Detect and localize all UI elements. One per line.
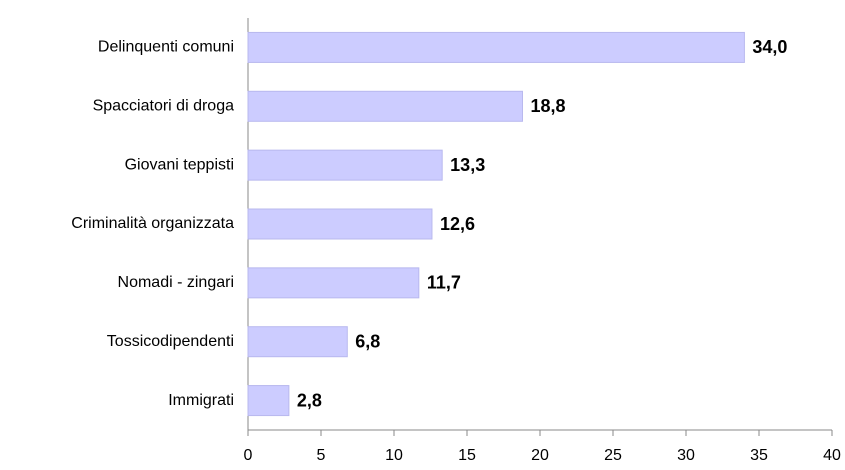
bar	[247, 267, 420, 299]
bar	[247, 385, 290, 417]
y-tick-label: Criminalità organizzata	[71, 215, 234, 232]
x-tick-label: 15	[458, 447, 476, 464]
x-tick-label: 30	[677, 447, 695, 464]
value-label: 6,8	[355, 331, 380, 351]
value-label: 13,3	[450, 155, 485, 175]
value-label: 18,8	[530, 96, 565, 116]
x-tick-label: 35	[750, 447, 768, 464]
x-tick-label: 0	[244, 447, 253, 464]
y-tick-label: Immigrati	[168, 392, 234, 409]
x-tick-label: 10	[385, 447, 403, 464]
value-label: 11,7	[427, 273, 461, 293]
bar	[247, 149, 443, 181]
y-tick-label: Nomadi - zingari	[118, 274, 234, 291]
y-tick-label: Delinquenti comuni	[98, 39, 234, 56]
y-tick-label: Tossicodipendenti	[107, 333, 234, 350]
bar	[247, 208, 433, 240]
x-tick-label: 40	[823, 447, 841, 464]
x-tick-label: 25	[604, 447, 622, 464]
x-tick-label: 20	[531, 447, 549, 464]
value-label: 34,0	[752, 37, 787, 57]
y-tick-label: Giovani teppisti	[125, 156, 234, 173]
value-label: 2,8	[297, 390, 322, 410]
y-tick-label: Spacciatori di droga	[93, 98, 235, 115]
x-tick-label: 5	[317, 447, 326, 464]
bar	[247, 90, 523, 122]
bar	[247, 31, 745, 63]
value-label: 12,6	[440, 214, 475, 234]
bar	[247, 326, 348, 358]
